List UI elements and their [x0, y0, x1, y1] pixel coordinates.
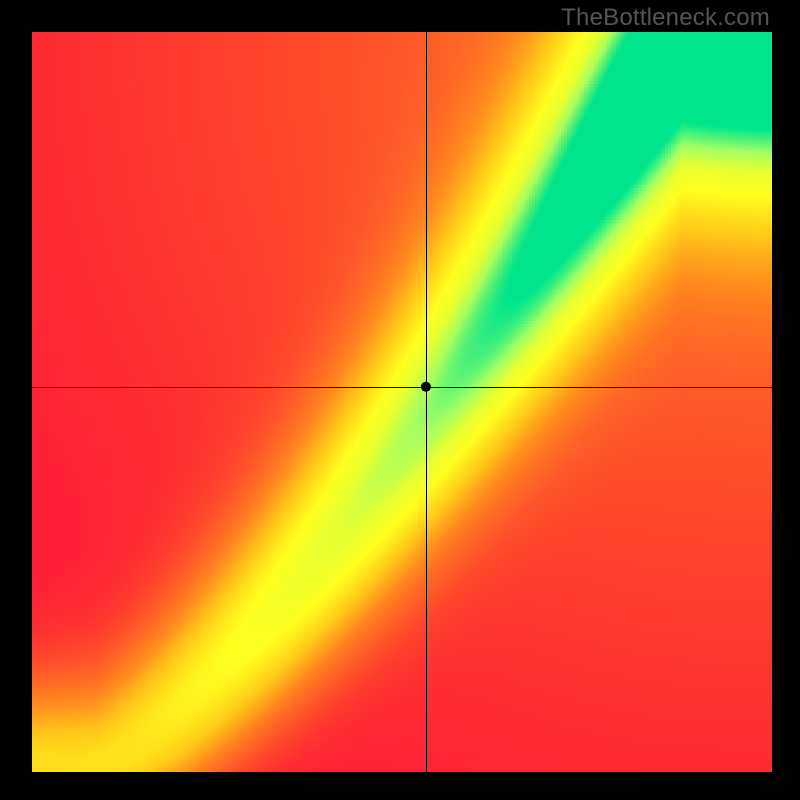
chart-frame: TheBottleneck.com — [0, 0, 800, 800]
bottleneck-overlay-canvas — [32, 32, 772, 772]
watermark-label: TheBottleneck.com — [561, 4, 770, 32]
